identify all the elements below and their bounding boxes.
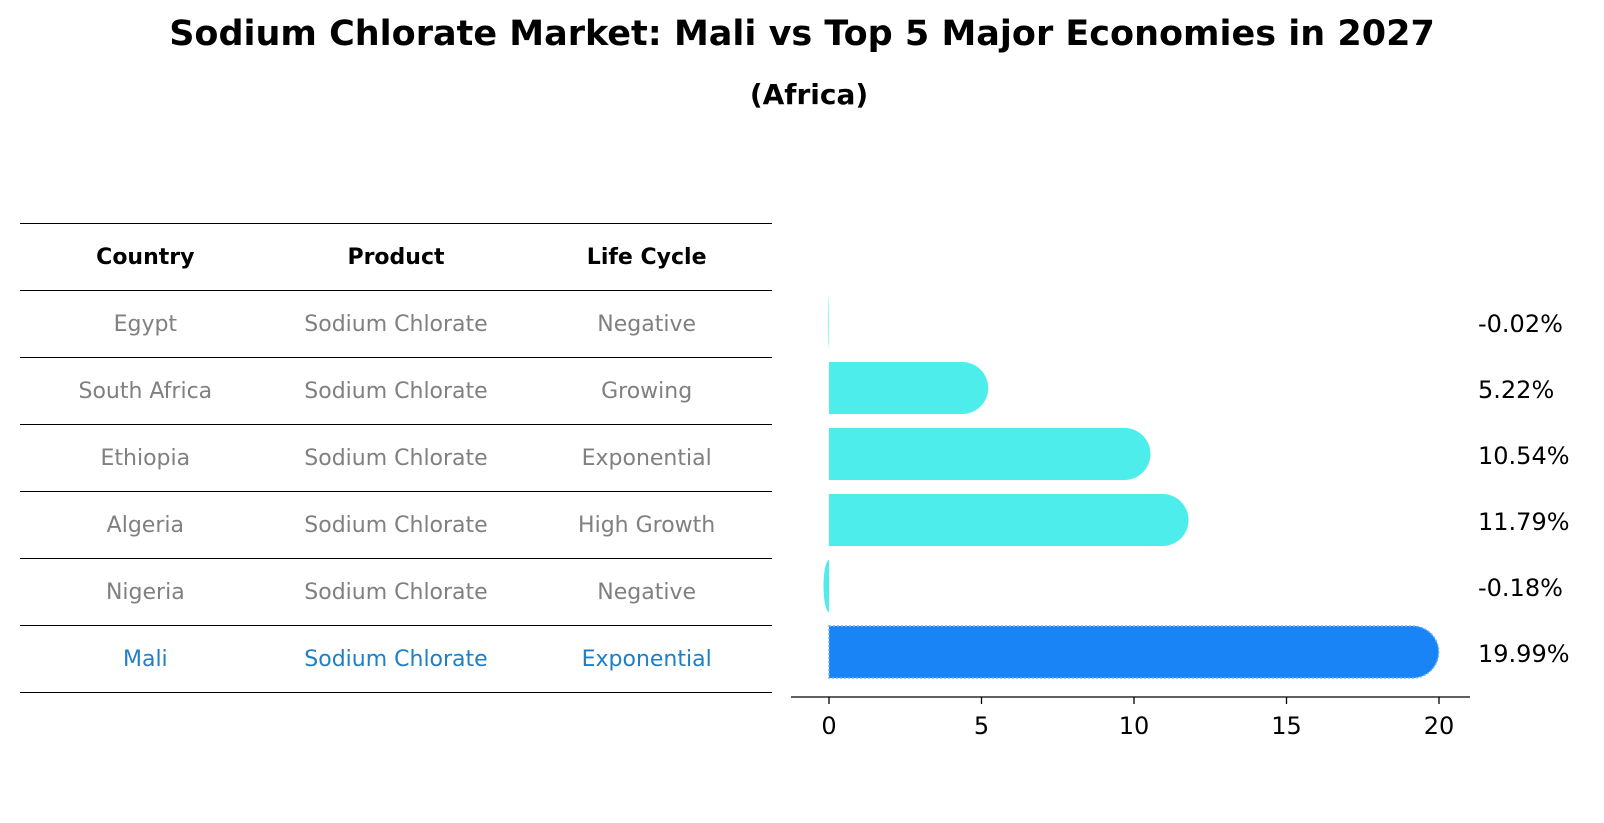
table-row: Egypt Sodium Chlorate Negative	[20, 290, 772, 358]
x-tick-label: 0	[821, 712, 836, 740]
cell-country: Algeria	[20, 491, 271, 559]
chart-subtitle: (Africa)	[749, 78, 869, 111]
value-label: 11.79%	[1478, 508, 1570, 536]
bar-egypt	[828, 296, 829, 348]
bar-nigeria	[823, 560, 829, 612]
table-row-highlight: Mali Sodium Chlorate Exponential	[20, 625, 772, 693]
value-label: -0.02%	[1478, 310, 1563, 338]
cell-country: Mali	[20, 625, 271, 693]
cell-product: Sodium Chlorate	[270, 558, 522, 626]
cell-life-cycle: Exponential	[521, 424, 772, 492]
cell-life-cycle: Negative	[521, 558, 772, 626]
country-table: Country Product Life Cycle Egypt Sodium …	[20, 223, 772, 693]
cell-country: South Africa	[20, 357, 271, 425]
cell-product: Sodium Chlorate	[270, 424, 522, 492]
chart-title: Sodium Chlorate Market: Mali vs Top 5 Ma…	[169, 14, 1435, 54]
cell-life-cycle: Growing	[521, 357, 772, 425]
header-product: Product	[270, 223, 522, 291]
table-row: Algeria Sodium Chlorate High Growth	[20, 491, 772, 559]
cell-country: Ethiopia	[20, 424, 271, 492]
cell-country: Nigeria	[20, 558, 271, 626]
bar-south-africa	[829, 362, 989, 414]
cell-life-cycle: High Growth	[521, 491, 772, 559]
value-label: 5.22%	[1478, 376, 1554, 404]
bar-algeria	[829, 494, 1189, 546]
value-label: 10.54%	[1478, 442, 1570, 470]
cell-product: Sodium Chlorate	[270, 290, 522, 358]
x-tick-label: 20	[1424, 712, 1455, 740]
x-tick-label: 10	[1119, 712, 1150, 740]
cell-product: Sodium Chlorate	[270, 625, 522, 693]
value-label: -0.18%	[1478, 574, 1563, 602]
x-tick-label: 5	[974, 712, 989, 740]
cell-product: Sodium Chlorate	[270, 491, 522, 559]
table-row: Nigeria Sodium Chlorate Negative	[20, 558, 772, 626]
header-country: Country	[20, 223, 271, 291]
value-label: 19.99%	[1478, 640, 1570, 668]
cell-country: Egypt	[20, 290, 271, 358]
bar-ethiopia	[829, 428, 1151, 480]
header-life-cycle: Life Cycle	[521, 223, 772, 291]
table-row: Ethiopia Sodium Chlorate Exponential	[20, 424, 772, 492]
cell-life-cycle: Exponential	[521, 625, 772, 693]
table-header-row: Country Product Life Cycle	[20, 223, 772, 291]
cell-life-cycle: Negative	[521, 290, 772, 358]
table-row: South Africa Sodium Chlorate Growing	[20, 357, 772, 425]
x-tick-label: 15	[1271, 712, 1302, 740]
cell-product: Sodium Chlorate	[270, 357, 522, 425]
bar-mali	[828, 625, 1440, 679]
